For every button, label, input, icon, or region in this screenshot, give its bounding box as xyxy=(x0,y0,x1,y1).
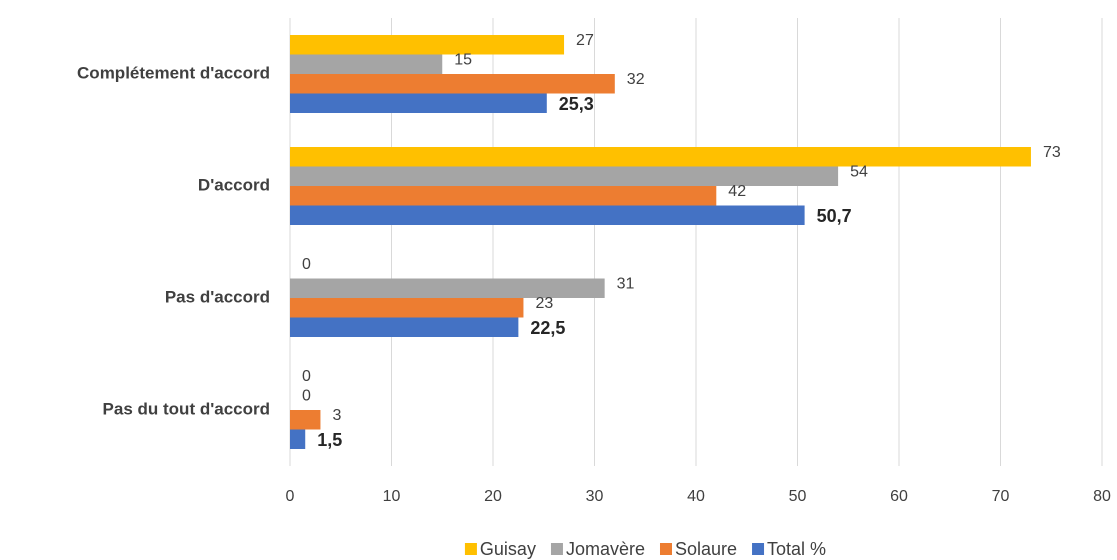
data-label: 73 xyxy=(1043,144,1061,161)
bar xyxy=(290,35,565,55)
bar xyxy=(290,186,717,206)
data-label: 0 xyxy=(302,256,311,273)
category-label: D'accord xyxy=(198,175,270,194)
x-tick-label: 60 xyxy=(890,488,908,505)
legend-label: Total % xyxy=(767,539,826,559)
data-label: 0 xyxy=(302,387,311,404)
data-label: 0 xyxy=(302,368,311,385)
x-tick-label: 40 xyxy=(687,488,705,505)
legend-swatch xyxy=(464,543,477,555)
data-label: 23 xyxy=(535,295,553,312)
data-label: 15 xyxy=(454,51,472,68)
data-label: 32 xyxy=(627,71,645,88)
x-tick-label: 30 xyxy=(586,488,604,505)
data-label: 22,5 xyxy=(530,318,565,338)
data-label: 1,5 xyxy=(317,430,342,450)
data-label: 54 xyxy=(850,163,868,180)
x-tick-label: 80 xyxy=(1093,488,1111,505)
category-label: Complétement d'accord xyxy=(77,63,270,82)
bar xyxy=(290,166,839,186)
x-tick-label: 10 xyxy=(383,488,401,505)
bar xyxy=(290,278,605,298)
legend-label: Solaure xyxy=(675,539,737,559)
legend-label: Guisay xyxy=(480,539,536,559)
bar xyxy=(290,74,615,94)
x-tick-label: 0 xyxy=(286,488,295,505)
bar xyxy=(290,429,306,449)
legend-swatch xyxy=(752,543,765,555)
legend-swatch xyxy=(550,543,563,555)
category-label: Pas d'accord xyxy=(165,287,270,306)
legend-swatch xyxy=(659,543,672,555)
category-label: Pas du tout d'accord xyxy=(103,399,270,418)
bar xyxy=(290,298,524,318)
bar xyxy=(290,317,519,337)
data-label: 50,7 xyxy=(817,206,852,226)
data-label: 42 xyxy=(728,183,746,200)
x-tick-label: 50 xyxy=(789,488,807,505)
x-tick-label: 20 xyxy=(484,488,502,505)
data-label: 31 xyxy=(617,275,635,292)
legend-label: Jomavère xyxy=(566,539,645,559)
data-label: 25,3 xyxy=(559,94,594,114)
bar xyxy=(290,93,547,113)
data-label: 27 xyxy=(576,32,594,49)
bar xyxy=(290,147,1031,167)
x-tick-label: 70 xyxy=(992,488,1010,505)
bar xyxy=(290,410,321,430)
bar xyxy=(290,54,443,74)
bar xyxy=(290,205,805,225)
data-label: 3 xyxy=(332,407,341,424)
